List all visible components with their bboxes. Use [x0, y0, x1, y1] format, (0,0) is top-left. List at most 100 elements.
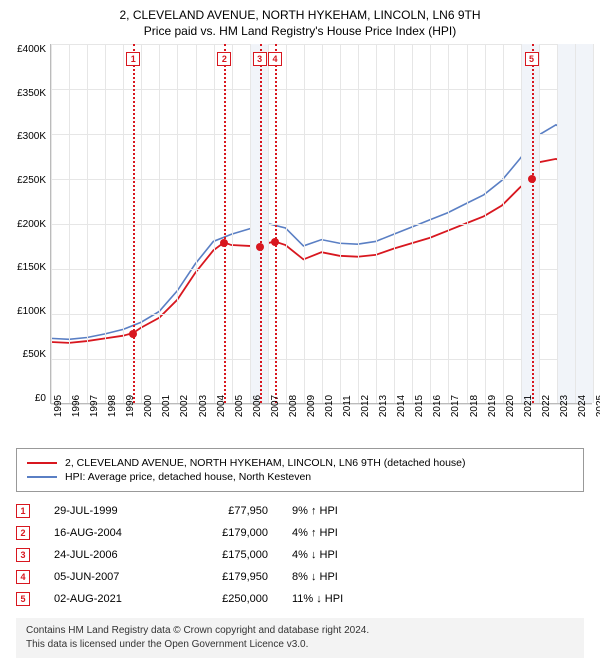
gridline-v	[593, 44, 594, 403]
sale-price: £179,950	[188, 571, 268, 583]
gridline-v	[575, 44, 576, 403]
gridline-v	[430, 44, 431, 403]
event-line	[133, 44, 135, 403]
x-tick-label: 2021	[523, 395, 534, 417]
data-point	[220, 239, 228, 247]
event-line	[260, 44, 262, 403]
event-line	[532, 44, 534, 403]
sale-marker-box: 5	[16, 592, 30, 606]
legend-label: HPI: Average price, detached house, Nort…	[65, 471, 311, 483]
gridline-v	[467, 44, 468, 403]
event-line	[275, 44, 277, 403]
chart-title: 2, CLEVELAND AVENUE, NORTH HYKEHAM, LINC…	[8, 8, 592, 22]
sale-row: 324-JUL-2006£175,0004% ↓ HPI	[16, 544, 584, 566]
gridline-v	[123, 44, 124, 403]
gridline-v	[358, 44, 359, 403]
event-line	[224, 44, 226, 403]
sale-marker-box: 1	[16, 504, 30, 518]
plot-area: 1 2 34 5	[50, 44, 592, 404]
x-tick-label: 1998	[107, 395, 118, 417]
gridline-v	[557, 44, 558, 403]
event-marker: 4	[268, 52, 282, 66]
gridline-v	[304, 44, 305, 403]
x-tick-label: 1996	[71, 395, 82, 417]
x-tick-label: 1999	[125, 395, 136, 417]
data-point	[528, 175, 536, 183]
gridline-v	[69, 44, 70, 403]
gridline-v	[340, 44, 341, 403]
y-tick-label: £250K	[8, 175, 50, 186]
x-tick-label: 2017	[450, 395, 461, 417]
x-tick-label: 2001	[161, 395, 172, 417]
gridline-v	[376, 44, 377, 403]
x-tick-label: 2002	[179, 395, 190, 417]
y-tick-label: £50K	[8, 349, 50, 360]
x-tick-label: 2004	[216, 395, 227, 417]
gridline-v	[521, 44, 522, 403]
data-point	[271, 238, 279, 246]
x-tick-label: 2012	[360, 395, 371, 417]
sale-date: 29-JUL-1999	[54, 505, 164, 517]
event-marker: 2	[217, 52, 231, 66]
gridline-v	[250, 44, 251, 403]
sale-pct: 11% ↓ HPI	[292, 593, 412, 605]
footer-attribution: Contains HM Land Registry data © Crown c…	[16, 618, 584, 658]
gridline-v	[232, 44, 233, 403]
footer-line: Contains HM Land Registry data © Crown c…	[26, 624, 574, 638]
y-tick-label: £150K	[8, 262, 50, 273]
y-tick-label: £350K	[8, 88, 50, 99]
x-axis: 1995199619971998199920002001200220032004…	[50, 404, 592, 436]
x-tick-label: 1997	[89, 395, 100, 417]
event-marker: 1	[126, 52, 140, 66]
y-tick-label: £0	[8, 393, 50, 404]
x-tick-label: 2013	[378, 395, 389, 417]
x-tick-label: 2014	[396, 395, 407, 417]
x-tick-label: 2007	[270, 395, 281, 417]
gridline-v	[87, 44, 88, 403]
data-point	[129, 330, 137, 338]
sale-price: £179,000	[188, 527, 268, 539]
sale-pct: 4% ↓ HPI	[292, 549, 412, 561]
y-tick-label: £200K	[8, 219, 50, 230]
sale-row: 405-JUN-2007£179,9508% ↓ HPI	[16, 566, 584, 588]
x-tick-label: 2019	[487, 395, 498, 417]
sale-pct: 4% ↑ HPI	[292, 527, 412, 539]
y-axis: £400K £350K £300K £250K £200K £150K £100K £50K £…	[8, 44, 50, 404]
x-tick-label: 2005	[234, 395, 245, 417]
sale-marker-box: 4	[16, 570, 30, 584]
sale-pct: 8% ↓ HPI	[292, 571, 412, 583]
gridline-v	[448, 44, 449, 403]
shaded-band	[521, 44, 539, 403]
gridline-v	[159, 44, 160, 403]
x-tick-label: 2010	[324, 395, 335, 417]
sale-price: £175,000	[188, 549, 268, 561]
legend-row: 2, CLEVELAND AVENUE, NORTH HYKEHAM, LINC…	[27, 457, 573, 469]
event-marker: 5	[525, 52, 539, 66]
y-tick-label: £100K	[8, 306, 50, 317]
sale-pct: 9% ↑ HPI	[292, 505, 412, 517]
x-tick-label: 2020	[505, 395, 516, 417]
sale-price: £77,950	[188, 505, 268, 517]
sales-table: 129-JUL-1999£77,9509% ↑ HPI216-AUG-2004£…	[16, 500, 584, 610]
x-tick-label: 2008	[288, 395, 299, 417]
gridline-v	[141, 44, 142, 403]
y-tick-label: £300K	[8, 131, 50, 142]
x-tick-label: 2015	[414, 395, 425, 417]
gridline-v	[214, 44, 215, 403]
gridline-v	[485, 44, 486, 403]
chart-container: £400K £350K £300K £250K £200K £150K £100K £50K £…	[8, 44, 592, 436]
y-tick-label: £400K	[8, 44, 50, 55]
event-marker: 3	[253, 52, 267, 66]
legend-row: HPI: Average price, detached house, Nort…	[27, 471, 573, 483]
sale-marker-box: 2	[16, 526, 30, 540]
x-tick-label: 2022	[541, 395, 552, 417]
x-tick-label: 2016	[432, 395, 443, 417]
x-tick-label: 2003	[198, 395, 209, 417]
x-tick-label: 2025	[595, 395, 600, 417]
data-point	[256, 243, 264, 251]
gridline-v	[51, 44, 52, 403]
gridline-v	[286, 44, 287, 403]
gridline-v	[177, 44, 178, 403]
sale-date: 02-AUG-2021	[54, 593, 164, 605]
x-tick-label: 2006	[252, 395, 263, 417]
